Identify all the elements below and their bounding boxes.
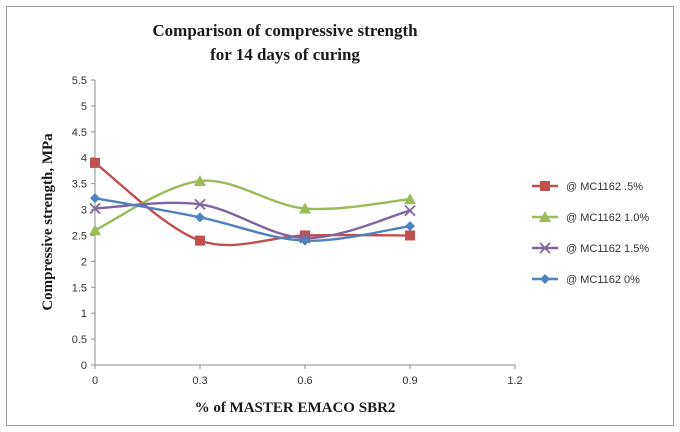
y-tick-label: 5.5 (72, 75, 87, 87)
x-tick-label: 0 (92, 375, 98, 387)
y-axis-ticks: 0 0.5 1 1.5 2 2.5 3 3.5 4 4.5 5 5.5 (72, 75, 95, 372)
y-tick-label: 4 (81, 153, 87, 165)
data-point (300, 235, 310, 246)
series-3 (89, 198, 416, 244)
data-point (405, 221, 415, 232)
x-tick-label: 0.6 (297, 375, 312, 387)
chart-title-line-1: Comparison of compressive strength (152, 21, 418, 40)
y-tick-label: 0.5 (72, 334, 87, 346)
y-tick-label: 0 (81, 360, 87, 372)
chart-frame (6, 6, 674, 426)
legend-item: @ MC1162 0% (532, 274, 640, 286)
legend-item: @ MC1162 1.0% (532, 211, 649, 224)
x-axis-ticks: 0 0.3 0.6 0.9 1.2 (92, 365, 523, 387)
legend: @ MC1162 .5% @ MC1162 1.0% @ MC1162 1.5% @ … (532, 181, 649, 286)
data-point (300, 230, 310, 241)
legend-label: @ MC1162 1.0% (566, 212, 649, 224)
legend-label: @ MC1162 0% (566, 274, 640, 286)
series-4 (90, 193, 415, 246)
y-tick-label: 3 (81, 205, 87, 217)
data-point (195, 212, 205, 223)
x-tick-label: 0.9 (402, 375, 417, 387)
x-tick-label: 1.2 (507, 375, 522, 387)
y-tick-label: 3.5 (72, 179, 87, 191)
legend-label: @ MC1162 1.5% (566, 243, 649, 255)
x-tick-label: 0.3 (192, 375, 207, 387)
legend-item: @ MC1162 1.5% (532, 242, 649, 255)
series-line (94, 201, 411, 240)
y-tick-label: 2 (81, 256, 87, 268)
data-point (404, 204, 416, 217)
y-tick-label: 5 (81, 101, 87, 113)
data-point (89, 224, 101, 236)
legend-marker (539, 242, 551, 254)
y-tick-label: 4.5 (72, 127, 87, 139)
chart-title-line-2: for 14 days of curing (210, 45, 360, 64)
data-point (299, 202, 311, 214)
data-point (194, 198, 206, 211)
series-layer (89, 157, 416, 247)
data-point (404, 193, 416, 205)
series-1 (90, 157, 415, 247)
series-line (94, 196, 411, 242)
y-tick-label: 1 (81, 308, 87, 320)
x-axis-title: % of MASTER EMACO SBR2 (195, 400, 396, 416)
data-point (405, 230, 415, 241)
data-point (195, 235, 205, 246)
data-point (90, 157, 100, 168)
y-tick-label: 2.5 (72, 230, 87, 242)
legend-label: @ MC1162 .5% (566, 181, 643, 193)
legend-item: @ MC1162 .5% (532, 181, 643, 193)
legend-marker (540, 274, 550, 284)
legend-marker (540, 181, 550, 191)
y-axis-title: Compressive strength, MPa (40, 133, 56, 311)
data-point (89, 202, 101, 215)
data-point (90, 193, 100, 204)
data-point (194, 175, 206, 187)
legend-marker (539, 211, 551, 222)
y-tick-label: 1.5 (72, 282, 87, 294)
